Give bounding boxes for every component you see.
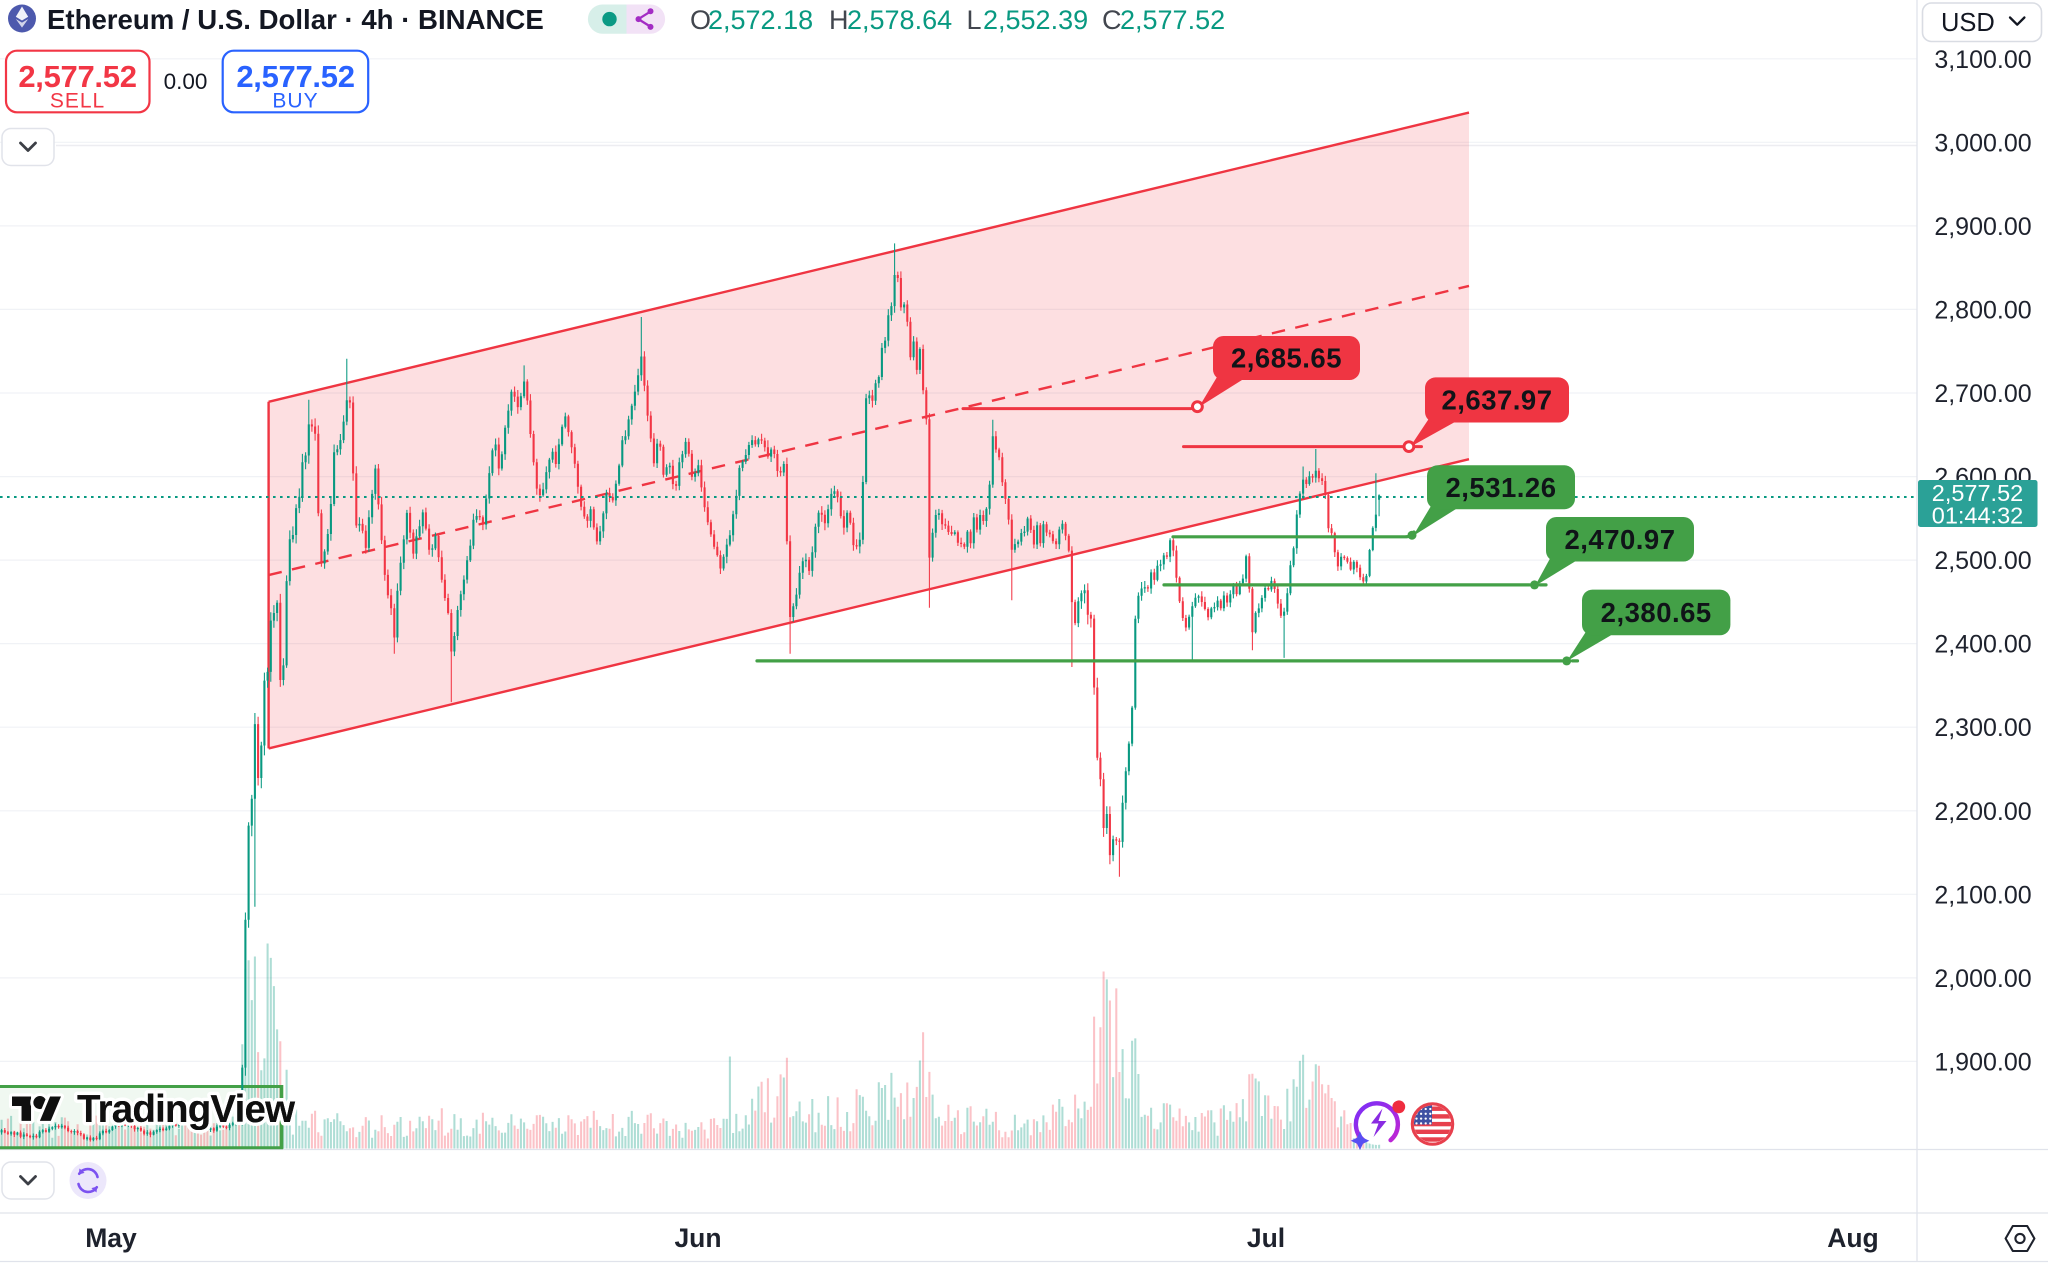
- svg-text:May: May: [85, 1223, 137, 1253]
- svg-text:01:44:32: 01:44:32: [1932, 503, 2023, 529]
- svg-text:2,000.00: 2,000.00: [1934, 965, 2031, 993]
- svg-text:2,800.00: 2,800.00: [1934, 296, 2031, 324]
- svg-text:2,637.97: 2,637.97: [1441, 384, 1552, 415]
- svg-text:Ethereum / U.S. Dollar · 4h ·: Ethereum / U.S. Dollar · 4h · BINANCE: [47, 4, 544, 35]
- svg-text:2,200.00: 2,200.00: [1934, 798, 2031, 826]
- svg-text:2,300.00: 2,300.00: [1934, 714, 2031, 742]
- svg-text:2,577.52: 2,577.52: [18, 59, 136, 94]
- svg-text:2,500.00: 2,500.00: [1934, 547, 2031, 575]
- svg-text:BUY: BUY: [272, 90, 318, 113]
- svg-text:0.00: 0.00: [164, 69, 208, 94]
- svg-text:3,000.00: 3,000.00: [1934, 129, 2031, 157]
- svg-text:3,100.00: 3,100.00: [1934, 46, 2031, 74]
- svg-text:2,470.97: 2,470.97: [1564, 524, 1675, 555]
- svg-text:TradingView: TradingView: [77, 1088, 296, 1131]
- svg-text:Jul: Jul: [1247, 1223, 1285, 1253]
- svg-text:TradingView: TradingView: [77, 1088, 296, 1131]
- svg-text:2,700.00: 2,700.00: [1934, 380, 2031, 408]
- svg-text:1,900.00: 1,900.00: [1934, 1048, 2031, 1076]
- svg-text:2,577.52: 2,577.52: [236, 59, 354, 94]
- svg-text:Aug: Aug: [1827, 1223, 1879, 1253]
- svg-text:2,577.52: 2,577.52: [1932, 480, 2023, 506]
- svg-text:2,380.65: 2,380.65: [1601, 597, 1712, 628]
- svg-text:2,400.00: 2,400.00: [1934, 631, 2031, 659]
- svg-text:2,100.00: 2,100.00: [1934, 881, 2031, 909]
- svg-text:Jun: Jun: [674, 1223, 721, 1253]
- svg-text:SELL: SELL: [50, 90, 105, 113]
- svg-text:USD: USD: [1941, 9, 1995, 37]
- svg-text:2,531.26: 2,531.26: [1445, 472, 1556, 503]
- svg-text:2,685.65: 2,685.65: [1231, 343, 1342, 374]
- svg-text:2,900.00: 2,900.00: [1934, 213, 2031, 241]
